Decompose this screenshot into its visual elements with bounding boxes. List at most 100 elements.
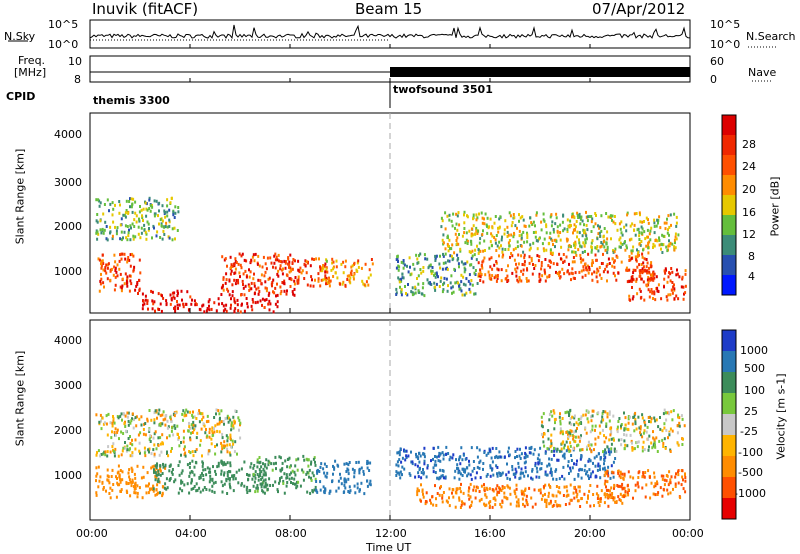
range-cell [573,423,576,427]
range-cell [543,444,546,448]
range-cell [136,282,139,286]
range-cell [573,462,575,466]
range-cell [278,481,280,485]
range-cell [556,447,559,451]
velocity-cbar-tick: -100 [738,446,763,459]
range-cell [660,474,663,478]
range-cell [201,418,203,422]
range-cell [628,238,631,242]
range-cell [112,415,114,418]
range-cell [493,496,496,500]
range-cell [227,420,230,424]
range-cell [479,279,482,282]
range-cell [499,472,502,475]
range-cell [422,472,425,476]
range-cell [154,471,157,475]
range-cell [650,226,653,230]
range-cell [527,279,530,283]
range-cell [153,214,156,218]
range-cell [532,263,534,266]
range-cell [517,262,520,266]
range-cell [229,418,232,422]
range-cell [248,275,251,279]
range-cell [224,462,227,466]
range-cell [577,473,580,476]
range-cell [140,476,143,480]
range-cell [279,264,282,268]
range-cell [129,494,132,498]
range-cell [518,219,520,223]
range-cell [591,264,593,267]
range-cell [605,242,608,246]
range-cell [563,443,566,447]
range-cell [269,484,272,487]
range-cell [474,476,477,480]
range-cell [534,502,537,506]
range-cell [576,214,579,217]
range-cell [493,263,496,267]
range-cell [524,470,527,474]
range-cell [99,475,102,479]
range-cell [654,443,656,447]
range-cell [676,268,678,272]
range-cell [454,226,456,230]
range-cell [140,415,143,419]
range-cell [471,469,474,473]
range-cell [647,437,650,441]
range-cell [577,435,580,439]
range-cell [650,288,653,291]
range-cell [152,436,155,440]
range-cell [496,466,499,469]
range-cell [552,243,554,246]
range-cell [254,301,257,305]
range-cell [477,272,480,276]
range-cell [523,461,526,465]
range-cell [449,247,451,251]
range-cell [256,300,259,304]
range-cell [126,275,129,279]
range-cell [625,266,628,270]
range-cell [535,213,538,217]
range-cell [597,249,600,253]
range-cell [344,265,347,269]
range-cell [117,464,120,468]
range-cell [641,435,644,439]
range-cell [182,409,185,413]
range-cell [453,476,456,480]
range-cell [666,298,669,302]
range-cell [679,496,682,500]
range-cell [588,489,591,493]
range-cell [518,229,521,233]
range-cell [554,500,557,503]
range-cell [434,272,437,276]
range-cell [619,492,622,496]
range-cell [130,226,132,230]
power-colorbar-cell [722,115,736,135]
range-cell [119,223,122,227]
range-cell [448,238,451,242]
range-cell [429,498,432,502]
range-cell [470,446,473,450]
range-cell [498,455,500,459]
range-cell [148,450,150,454]
range-cell [173,480,176,484]
range-cell [182,436,185,440]
range-cell [583,492,586,496]
range-cell [621,487,624,491]
range-cell [192,487,195,490]
range-cell [507,233,510,237]
range-cell [202,303,205,307]
range-cell [608,495,610,499]
range-cell [445,452,448,456]
range-cell [105,237,108,241]
range-cell [258,473,261,477]
range-cell [518,278,521,282]
range-cell [668,433,671,437]
range-cell [357,259,360,263]
range-cell [668,233,670,237]
velocity-colorbar-cell [722,372,736,393]
range-cell [103,450,106,454]
range-cell [590,250,593,254]
range-cell [495,261,498,265]
range-cell [398,453,401,457]
